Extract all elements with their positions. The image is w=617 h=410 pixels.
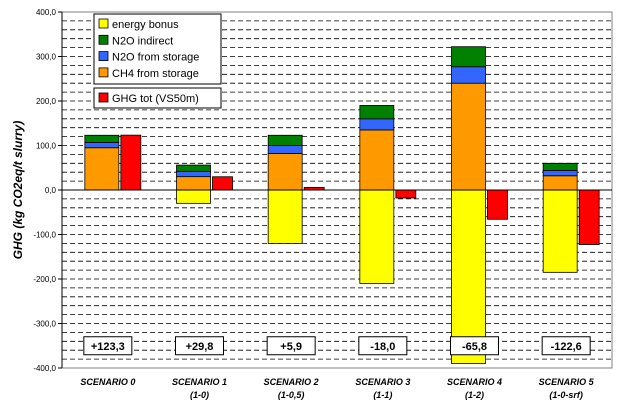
total-label-box — [450, 336, 499, 356]
x-tick-label: SCENARIO 3 — [355, 377, 410, 387]
bar-ghg-total — [487, 189, 508, 220]
bar-energy-bonus — [542, 189, 578, 273]
bar-ghg-total — [120, 134, 142, 191]
x-tick-label: SCENARIO 1 — [172, 377, 227, 387]
x-tick-label-sub: (1-0,5) — [278, 390, 305, 400]
x-tick-label-sub: (1-0-srf) — [549, 390, 583, 400]
bar-ghg-total — [395, 189, 417, 199]
total-label-text: -122,6 — [551, 341, 582, 353]
axis-layer: 400,0 300,0 200,0 100,0 0,0 -100,0 -200,0 -300,… — [33, 8, 612, 400]
total-label-box — [541, 336, 591, 356]
bar-energy-bonus — [359, 189, 395, 284]
bar-ch4-from-storage — [267, 153, 303, 191]
bar-ch4-from-storage — [451, 82, 486, 191]
bar-n2o-from-storage — [451, 66, 486, 84]
x-tick-label: SCENARIO 2 — [264, 377, 319, 387]
x-tick-label: SCENARIO 4 — [447, 377, 502, 387]
total-label-box — [83, 336, 133, 356]
x-tick-label-sub: (1-2) — [465, 390, 484, 400]
bar-layer — [84, 46, 600, 364]
y-tick-label: -400,0 — [33, 364, 56, 373]
legend-box — [93, 13, 222, 85]
total-label-box — [266, 336, 316, 356]
total-label: +123,3 — [83, 336, 133, 356]
legend-swatch — [98, 51, 109, 61]
bar-n2o-indirect — [451, 46, 486, 68]
total-label-text: +5,9 — [280, 341, 302, 353]
bar-ch4-from-storage — [84, 147, 120, 191]
bar-ch4-from-storage — [176, 176, 211, 191]
legend-swatch — [98, 34, 109, 45]
bar-n2o-from-storage — [267, 145, 303, 154]
legend: energy bonus N2O indirect N2O from storage… — [93, 13, 222, 109]
x-tick-label: SCENARIO 5 — [539, 377, 595, 387]
bar-n2o-indirect — [176, 164, 211, 172]
total-label-text: -18,0 — [370, 341, 395, 353]
legend-swatch — [98, 18, 109, 29]
total-label-box — [175, 336, 224, 356]
legend-label: N2O from storage — [112, 52, 199, 64]
total-label: +5,9 — [266, 336, 316, 356]
bar-n2o-from-storage — [542, 170, 578, 177]
bar-n2o-from-storage — [359, 118, 395, 131]
bar-ch4-from-storage — [542, 175, 578, 191]
bar-n2o-indirect — [359, 105, 395, 120]
total-label-text: -65,8 — [462, 341, 487, 353]
bar-n2o-indirect — [84, 134, 120, 143]
legend-label: CH4 from storage — [112, 68, 199, 80]
y-tick-label: -300,0 — [33, 320, 56, 329]
y-tick-label: 300,0 — [36, 53, 57, 62]
bar-ghg-total — [578, 189, 600, 245]
legend-label: energy bonus — [112, 19, 179, 31]
bar-n2o-from-storage — [176, 170, 211, 178]
total-label-text: +29,8 — [186, 341, 214, 353]
bar-n2o-from-storage — [84, 141, 120, 149]
bar-energy-bonus — [267, 189, 303, 244]
legend-label-total: GHG tot (VS50m) — [112, 93, 199, 105]
total-label: +29,8 — [175, 336, 224, 356]
y-tick-label: 100,0 — [36, 142, 57, 151]
y-tick-label: 0,0 — [45, 186, 57, 195]
y-tick-label: -200,0 — [33, 275, 56, 284]
legend-swatch — [98, 67, 109, 78]
x-tick-label: SCENARIO 0 — [80, 377, 135, 387]
legend-total-box — [93, 87, 222, 109]
bar-energy-bonus — [176, 189, 211, 204]
y-tick-label: 200,0 — [36, 97, 57, 106]
legend-swatch-total — [98, 92, 109, 103]
bar-energy-bonus — [451, 189, 486, 364]
y-tick-label: 400,0 — [36, 8, 57, 17]
total-label-box — [358, 336, 408, 356]
y-tick-label: -100,0 — [33, 231, 56, 240]
x-tick-label-sub: (1-1) — [373, 390, 392, 400]
legend-label: N2O indirect — [112, 35, 173, 47]
bar-n2o-indirect — [542, 162, 578, 171]
total-label-text: +123,3 — [91, 341, 125, 353]
total-label: -65,8 — [450, 336, 499, 356]
bar-ghg-total — [212, 176, 233, 191]
x-tick-label-sub: (1-0) — [190, 390, 209, 400]
total-label: -122,6 — [541, 336, 591, 356]
bar-ch4-from-storage — [359, 129, 395, 191]
y-axis-title: GHG (kg CO2eq/t slurry) — [11, 121, 25, 260]
total-layer: +123,3 +29,8 +5,9 -18,0 -65,8 -122,6 — [83, 336, 591, 356]
bar-n2o-indirect — [267, 134, 303, 146]
total-label: -18,0 — [358, 336, 408, 356]
